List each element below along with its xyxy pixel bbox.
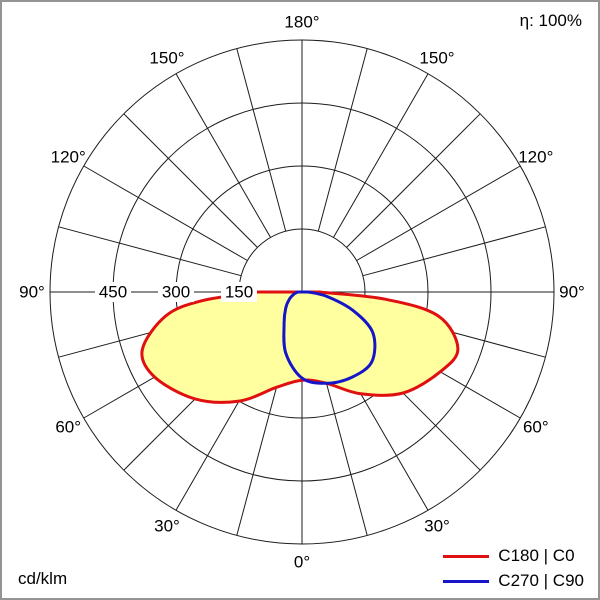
r-tick-label-bg	[221, 282, 257, 302]
grid-spoke	[236, 48, 287, 232]
efficiency-label: η: 100%	[519, 11, 582, 30]
angle-label: 150°	[419, 49, 454, 68]
angle-label: 180°	[284, 13, 319, 32]
r-tick-label: 450	[99, 283, 127, 302]
angle-label: 60°	[523, 418, 549, 437]
series-fill-0	[141, 292, 458, 403]
angle-label: 120°	[51, 148, 86, 167]
legend-item-c180-c0: C180 | C0	[443, 546, 584, 566]
angle-label: 150°	[149, 49, 184, 68]
grid-spoke	[175, 73, 271, 238]
legend-label-c270-c90: C270 | C90	[498, 571, 584, 590]
grid-spoke	[333, 73, 429, 238]
grid-spoke	[123, 113, 258, 248]
legend-line-red	[443, 554, 490, 558]
r-tick-label: 300	[162, 283, 190, 302]
angle-label: 90°	[559, 283, 585, 302]
grid-spoke	[362, 226, 546, 277]
angle-label: 90°	[19, 283, 45, 302]
angle-label: 30°	[424, 516, 450, 535]
series-curve-0	[140, 290, 460, 404]
legend: C180 | C0 C270 | C90	[443, 546, 584, 591]
angle-label: 0°	[294, 553, 310, 572]
angle-label: 60°	[55, 418, 81, 437]
grid-spoke	[346, 113, 481, 248]
angle-label: 30°	[154, 516, 180, 535]
r-tick-label-bg	[95, 282, 131, 302]
grid-spoke	[58, 226, 242, 277]
unit-label: cd/klm	[18, 569, 68, 588]
grid-spoke	[356, 165, 521, 261]
angle-label: 120°	[518, 148, 553, 167]
legend-label-c180-c0: C180 | C0	[498, 546, 575, 565]
series-curve-1	[282, 290, 377, 385]
grid-spoke	[83, 165, 248, 261]
legend-item-c270-c90: C270 | C90	[443, 571, 584, 591]
r-tick-label-bg	[158, 282, 194, 302]
legend-line-blue	[443, 579, 490, 583]
r-tick-label: 150	[225, 283, 253, 302]
grid-spoke	[317, 48, 368, 232]
